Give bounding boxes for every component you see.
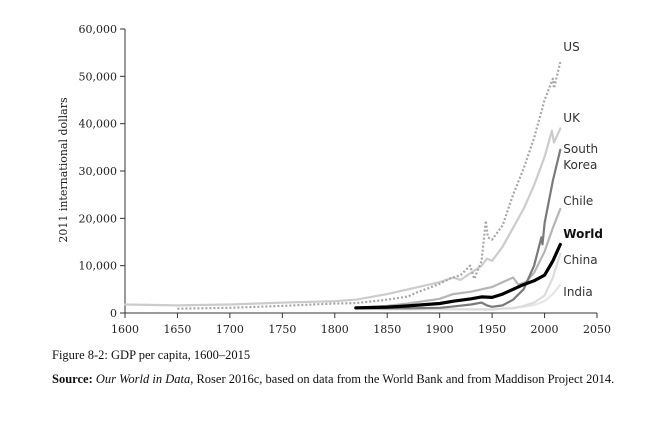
series-label-us: US [563,40,579,54]
figure-caption: Figure 8-2: GDP per capita, 1600–2015 [52,348,251,362]
series-label-chile: Chile [563,194,593,208]
y-tick-label: 0 [110,307,117,320]
y-tick-label: 30,000 [79,165,118,178]
x-tick-label: 1750 [268,323,296,336]
y-tick-label: 60,000 [79,23,118,36]
series-label-india: India [563,285,592,299]
series-line-us [177,61,562,310]
source-work: Our World in Data [95,372,191,386]
y-tick-label: 20,000 [79,212,118,225]
y-tick-label: 40,000 [79,118,118,131]
series-layer [123,61,562,311]
x-tick-label: 1850 [373,323,401,336]
series-label-world: World [563,227,603,241]
gdp-chart: 0 10,000 20,000 30,000 40,000 50,000 60,000 160… [57,23,612,336]
series-line-world [354,242,562,310]
x-tick-label: 1800 [321,323,349,336]
y-tick-label: 50,000 [79,70,118,83]
x-tick-label: 1950 [478,323,506,336]
series-label-south-korea: South Korea [563,142,598,172]
x-tick-label: 1650 [163,323,191,336]
series-line-chile [354,207,562,309]
y-tick-label: 10,000 [79,260,118,273]
series-line-south-korea [354,148,562,310]
x-tick-label: 1900 [426,323,454,336]
series-label-china: China [563,253,597,267]
series-label-uk: UK [563,111,581,125]
y-axis-label: 2011 international dollars [57,97,70,243]
x-tick-label: 1700 [216,323,244,336]
x-tick-label: 1600 [111,323,139,336]
source-text: , Roser 2016c, based on data from the Wo… [190,372,615,386]
series-line-uk [123,127,562,307]
figure-source: Source: Our World in Data, Roser 2016c, … [52,371,622,387]
x-tick-label: 2050 [583,323,611,336]
axes: 0 10,000 20,000 30,000 40,000 50,000 60,000 160… [79,23,612,336]
source-label: Source: [52,372,93,386]
series-labels: US UK South Korea Chile World China India [563,40,603,299]
series-line-china [354,252,562,311]
x-tick-label: 2000 [531,323,559,336]
